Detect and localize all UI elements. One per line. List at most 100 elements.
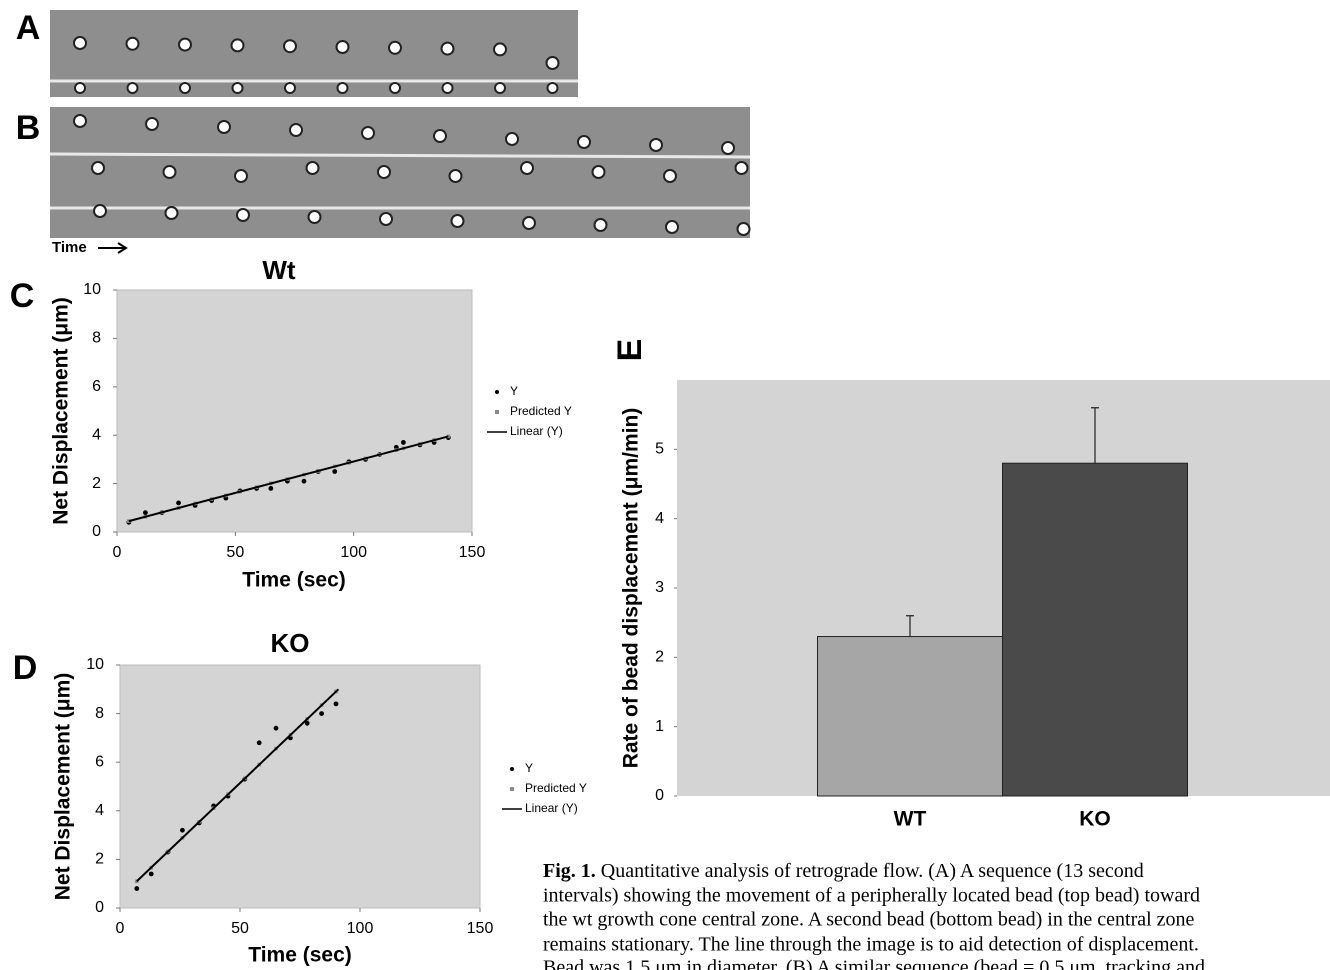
bead	[180, 83, 190, 93]
bead	[650, 139, 662, 151]
bead	[92, 162, 104, 174]
bead	[506, 133, 518, 145]
data-point	[332, 469, 337, 474]
bead	[521, 162, 533, 174]
bead	[390, 83, 400, 93]
legend-label: Y	[510, 384, 518, 398]
time-label: Time	[52, 239, 87, 256]
chart-title: Wt	[262, 255, 296, 285]
data-point	[401, 440, 406, 445]
bead	[285, 83, 295, 93]
legend-marker	[510, 787, 514, 791]
bead	[284, 40, 296, 52]
x-tick-label: 0	[113, 544, 122, 561]
bead	[94, 205, 106, 217]
panel-label: C	[10, 277, 35, 315]
caption-line: Bead was 1.5 μm in diameter. (B) A simil…	[543, 957, 1205, 970]
bar	[1003, 463, 1188, 796]
y-tick-label: 10	[83, 281, 101, 298]
bead	[389, 42, 401, 54]
legend-label: Linear (Y)	[525, 801, 578, 815]
bead	[452, 215, 464, 227]
caption-line: Fig. 1. Quantitative analysis of retrogr…	[543, 860, 1144, 882]
data-point	[149, 872, 154, 877]
legend-marker	[495, 410, 499, 414]
bead	[235, 170, 247, 182]
bead	[337, 41, 349, 53]
y-tick-label: 5	[655, 441, 664, 458]
bead	[443, 83, 453, 93]
bead	[450, 170, 462, 182]
x-tick-label: 50	[231, 920, 249, 937]
legend-label: Y	[525, 761, 533, 775]
bead	[593, 166, 605, 178]
panel-label: A	[16, 9, 41, 47]
data-point	[274, 726, 279, 731]
plot-area	[120, 665, 480, 908]
caption-line: the wt growth cone central zone. A secon…	[543, 909, 1195, 931]
data-point	[302, 479, 307, 484]
bead	[233, 83, 243, 93]
x-tick-label: 150	[467, 920, 494, 937]
bead	[218, 121, 230, 133]
bead	[736, 162, 748, 174]
bead	[495, 83, 505, 93]
y-tick-label: 4	[95, 802, 104, 819]
y-tick-label: 2	[95, 851, 104, 868]
legend-marker	[495, 390, 499, 394]
y-tick-label: 0	[95, 899, 104, 916]
x-tick-label: 50	[226, 544, 244, 561]
x-tick-label: 150	[459, 544, 486, 561]
bead	[547, 57, 559, 69]
y-tick-label: 2	[655, 649, 664, 666]
bead	[75, 83, 85, 93]
y-tick-label: 6	[95, 753, 104, 770]
caption-label: Fig. 1.	[543, 860, 596, 882]
data-point	[143, 510, 148, 515]
y-axis-label: Net Displacement (μm)	[52, 673, 75, 901]
caption-line: remains stationary. The line through the…	[543, 934, 1199, 956]
bead	[338, 83, 348, 93]
bead	[548, 83, 558, 93]
plot-area	[117, 290, 472, 532]
bead	[442, 43, 454, 55]
y-tick-label: 6	[92, 378, 101, 395]
x-tick-label: 100	[347, 920, 374, 937]
bead	[290, 124, 302, 136]
data-point	[268, 486, 273, 491]
y-tick-label: 4	[655, 510, 664, 527]
panel-label: E	[611, 339, 649, 362]
y-tick-label: 0	[655, 787, 664, 804]
legend-label: Predicted Y	[510, 404, 572, 418]
data-point	[176, 501, 181, 506]
bead	[309, 211, 321, 223]
y-tick-label: 8	[95, 705, 104, 722]
caption-text: Quantitative analysis of retrograde flow…	[596, 860, 1144, 882]
y-tick-label: 4	[92, 426, 101, 443]
x-tick-label: KO	[1079, 808, 1111, 831]
y-tick-label: 1	[655, 718, 664, 735]
bead	[74, 115, 86, 127]
bead	[74, 37, 86, 49]
bead	[666, 221, 678, 233]
bead	[523, 217, 535, 229]
y-axis-label: Net Displacement (μm)	[50, 297, 73, 525]
panel-label: D	[13, 649, 38, 687]
bead	[722, 142, 734, 154]
y-tick-label: 3	[655, 579, 664, 596]
micrographs	[50, 10, 750, 238]
bead	[378, 166, 390, 178]
legend-marker	[510, 767, 514, 771]
legend-label: Linear (Y)	[510, 424, 563, 438]
bead	[146, 118, 158, 130]
bead	[179, 39, 191, 51]
data-point	[334, 701, 339, 706]
bead	[237, 209, 249, 221]
data-point	[319, 711, 324, 716]
bar	[818, 637, 1003, 796]
bead	[362, 127, 374, 139]
bead	[380, 213, 392, 225]
caption-line: intervals) showing the movement of a per…	[543, 885, 1200, 907]
data-point	[134, 886, 139, 891]
bead	[232, 39, 244, 51]
